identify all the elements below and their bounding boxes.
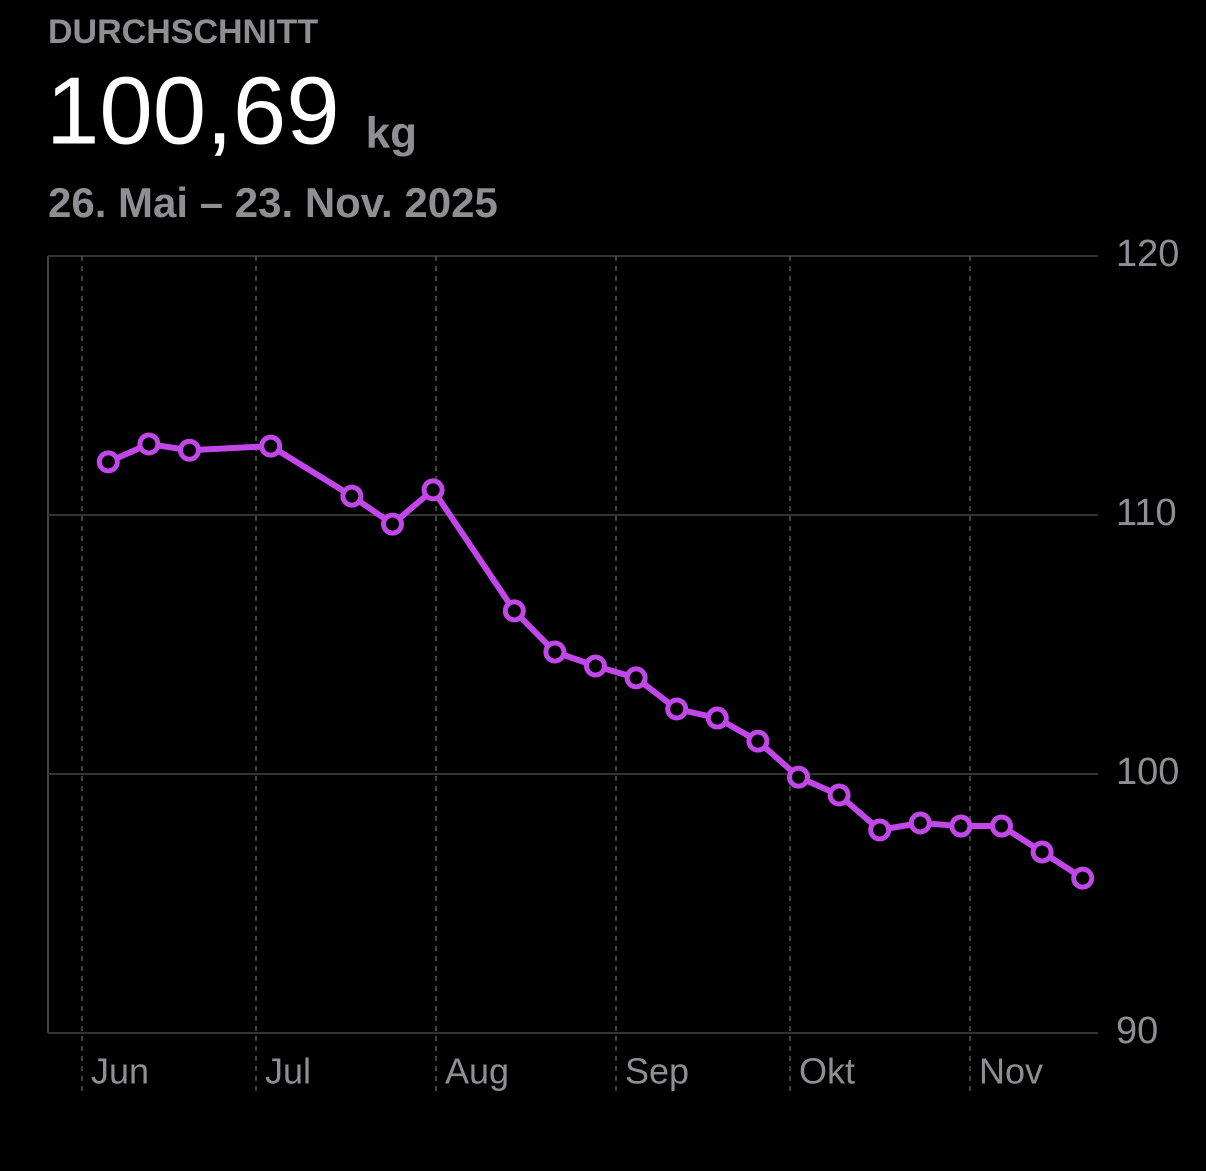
stat-value: 100,69	[46, 57, 340, 164]
data-point	[746, 729, 770, 753]
data-point	[96, 450, 120, 474]
data-point	[421, 478, 445, 502]
data-point	[543, 640, 567, 664]
date-range: 26. Mai – 23. Nov. 2025	[48, 179, 498, 226]
data-point	[340, 484, 364, 508]
x-tick-label: Jun	[91, 1051, 149, 1092]
data-point	[1030, 840, 1054, 864]
x-tick-label: Sep	[625, 1051, 689, 1092]
data-point	[178, 438, 201, 462]
y-tick-label: 110	[1116, 492, 1177, 534]
data-point	[624, 666, 648, 690]
data-point	[827, 783, 851, 807]
y-tick-label: 120	[1116, 233, 1179, 275]
x-tick-label: Jul	[265, 1051, 311, 1092]
data-point	[705, 706, 729, 730]
x-tick-label: Aug	[445, 1051, 509, 1092]
data-point	[502, 599, 526, 623]
x-tick-label: Okt	[799, 1051, 855, 1092]
data-point	[908, 811, 932, 835]
stat-unit: kg	[366, 109, 417, 158]
data-point	[990, 814, 1013, 838]
data-point	[949, 814, 973, 838]
data-point	[787, 765, 810, 789]
series-line	[107, 441, 1085, 881]
y-tick-label: 100	[1116, 751, 1179, 793]
x-tick-label: Nov	[979, 1051, 1043, 1092]
data-point	[1071, 866, 1095, 890]
stat-label: DURCHSCHNITT	[48, 13, 318, 51]
data-point	[665, 697, 689, 721]
data-point	[137, 432, 161, 456]
data-point	[868, 818, 892, 842]
data-point	[584, 654, 607, 678]
y-tick-label: 90	[1116, 1010, 1158, 1052]
data-point	[381, 512, 404, 536]
data-point	[259, 434, 283, 458]
